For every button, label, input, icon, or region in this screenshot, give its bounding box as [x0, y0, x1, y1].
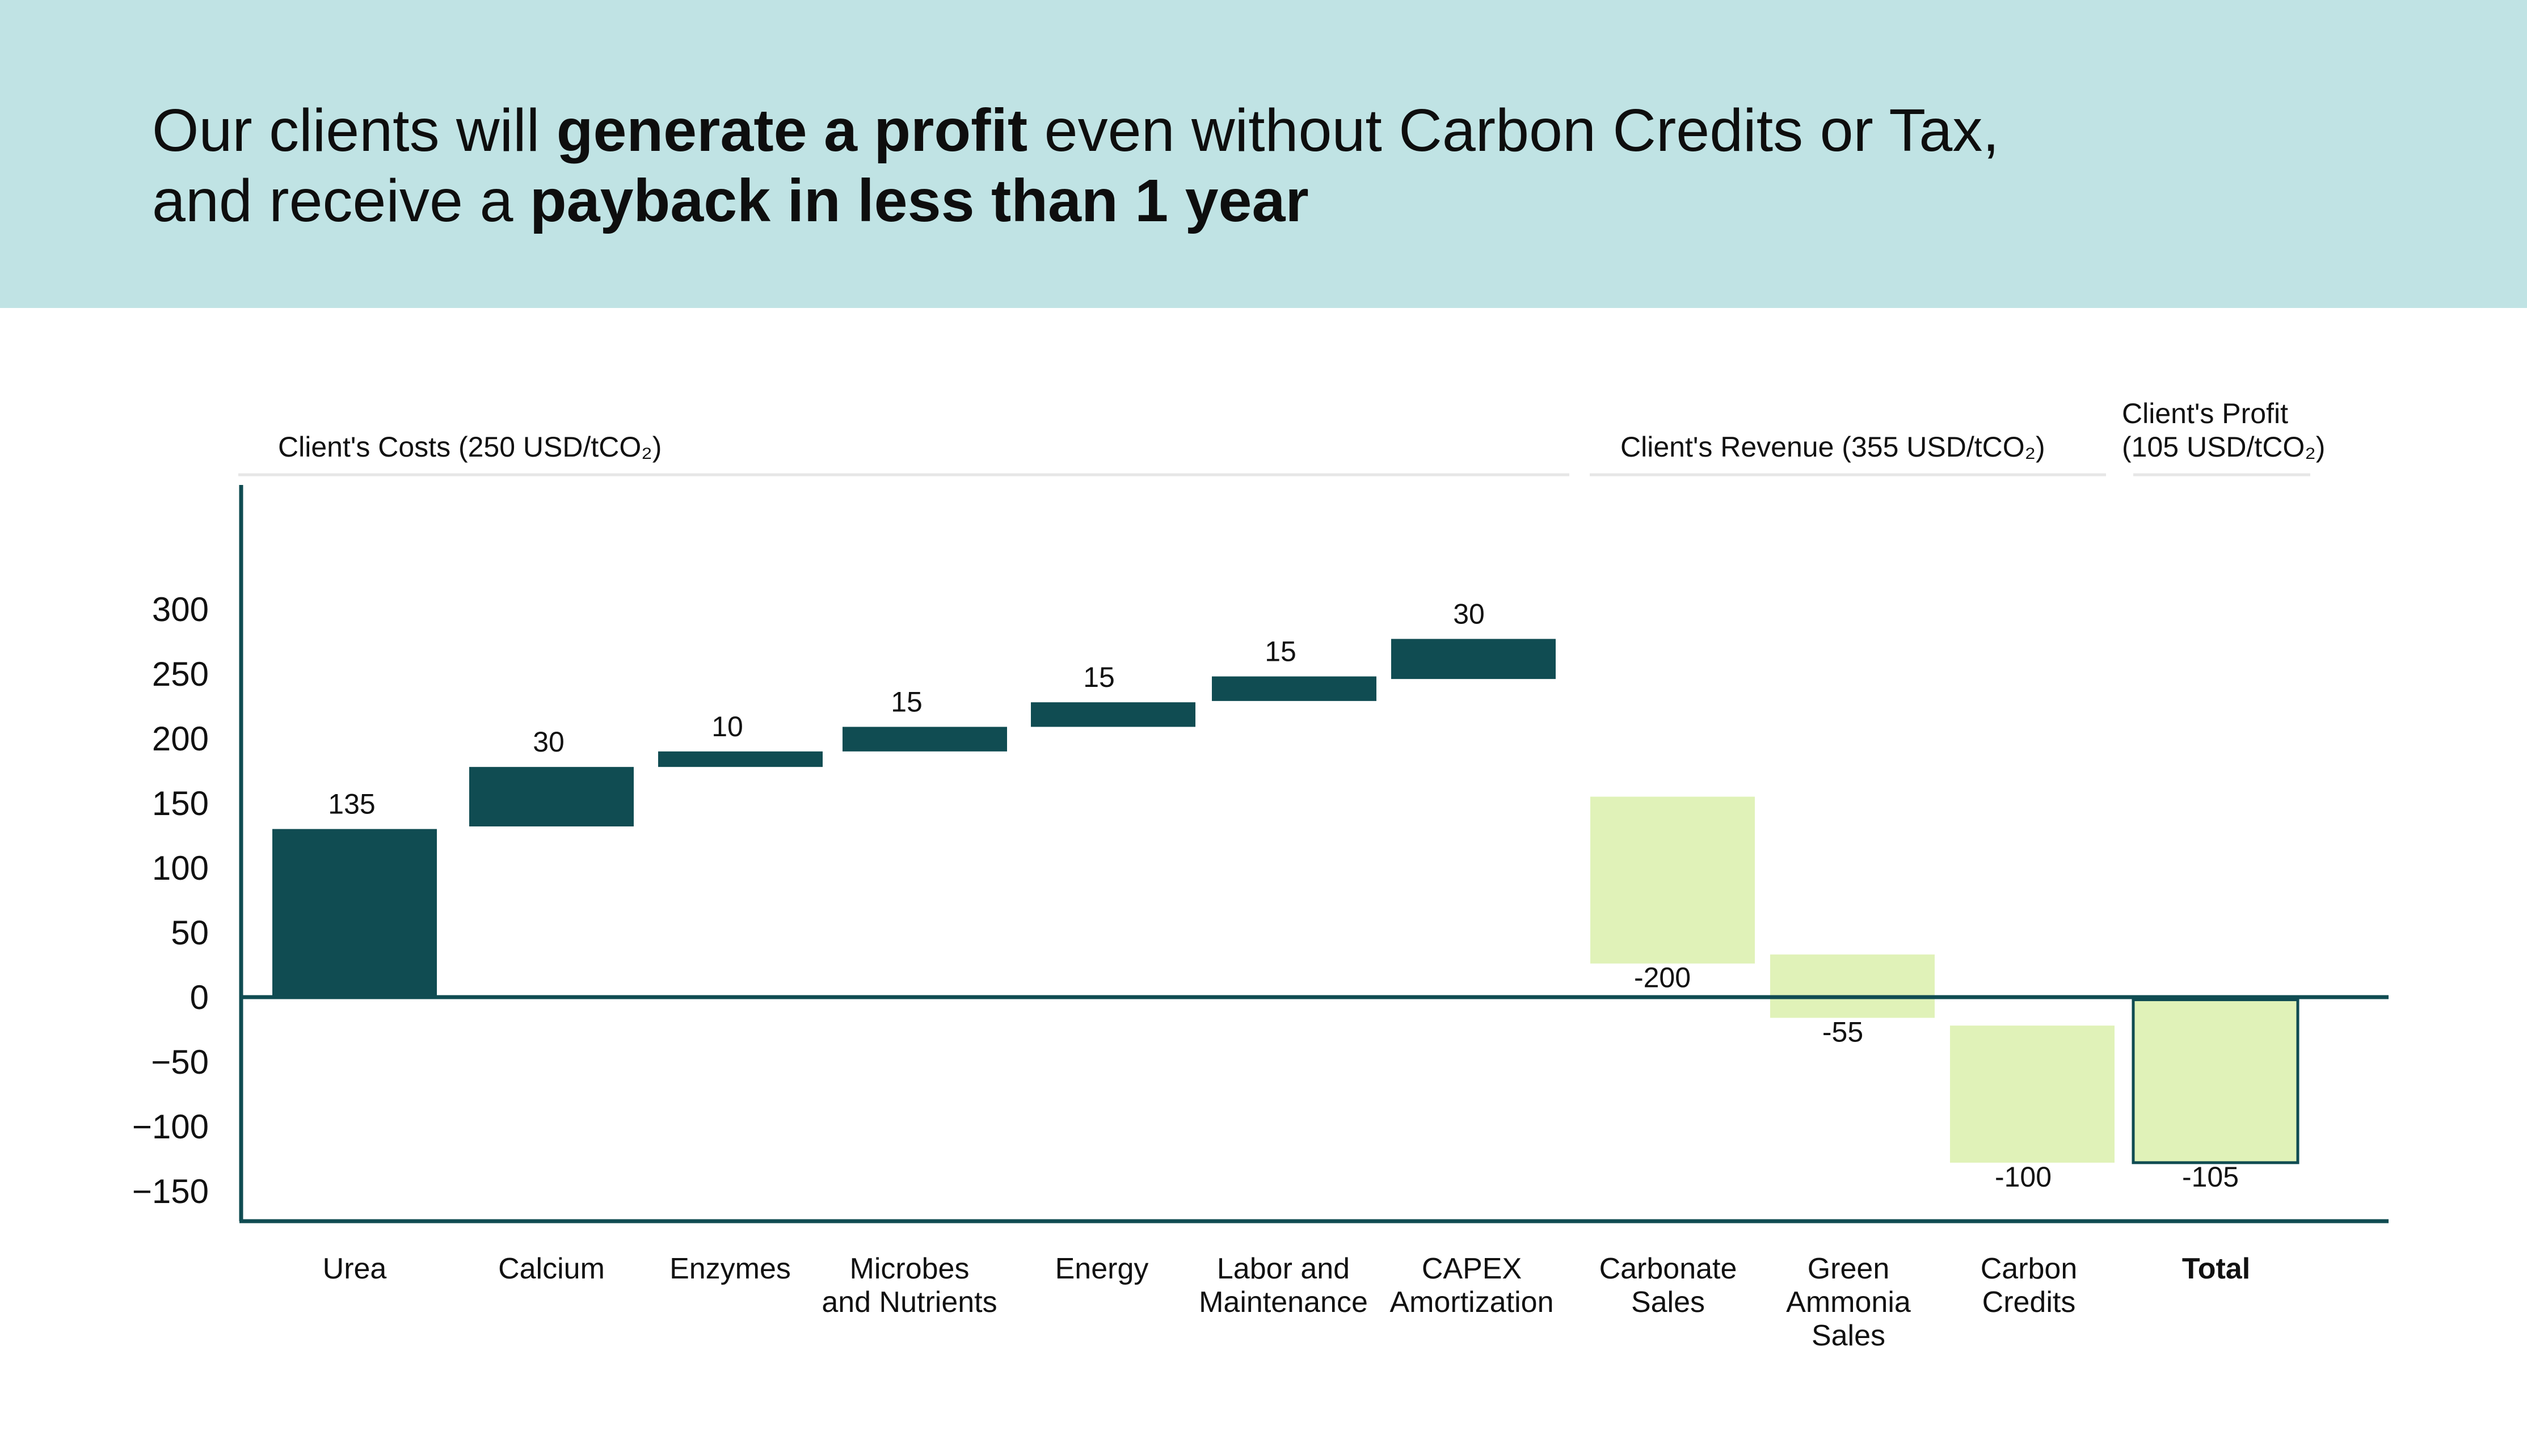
bar-capex-amortization [1391, 639, 1556, 680]
data-label: 30 [1453, 598, 1485, 630]
data-label: 15 [891, 686, 923, 718]
category-label: and Nutrients [822, 1286, 997, 1319]
bar-labor-and-maintenance [1212, 676, 1376, 701]
axes [239, 485, 2389, 1223]
category-label: Ammonia [1786, 1286, 1911, 1319]
category-label: Green [1808, 1252, 1890, 1285]
group-headers: Client's Costs (250 USD/tCO₂) Client's Re… [238, 398, 2325, 476]
category-label: CAPEX [1422, 1252, 1522, 1285]
category-label: Labor and [1217, 1252, 1350, 1285]
category-label: Carbonate [1599, 1252, 1737, 1285]
waterfall-chart: Client's Costs (250 USD/tCO₂) Client's Re… [132, 398, 2389, 1352]
group-label-profit: Client's Profit [2122, 398, 2288, 429]
bar-energy [1031, 702, 1195, 727]
category-label: Total [2182, 1252, 2250, 1285]
y-tick-label: 50 [171, 914, 209, 952]
data-labels: 135 30 10 15 15 15 30 -200 -55 -100 -105 [328, 598, 2239, 1192]
category-label: Amortization [1390, 1286, 1554, 1319]
y-axis-ticks: 300 250 200 150 100 50 0 −50 −100 −150 [132, 590, 209, 1210]
title-line-1: Our clients will generate a profit even … [152, 95, 2421, 166]
y-tick-label: 300 [152, 590, 209, 628]
category-label: Energy [1055, 1252, 1149, 1285]
y-tick-label: 0 [190, 978, 209, 1016]
title-line-1-emphasis: generate a profit [556, 97, 1028, 164]
bar-total [2132, 998, 2299, 1164]
y-tick-label: 200 [152, 720, 209, 758]
category-label: Maintenance [1199, 1286, 1368, 1319]
data-label: 10 [711, 711, 743, 742]
data-label: 15 [1265, 636, 1296, 668]
title-line-1-part: Our clients will [152, 97, 557, 164]
bars [272, 639, 2299, 1164]
y-tick-label: 100 [152, 849, 209, 887]
y-tick-label: −50 [151, 1043, 209, 1081]
group-label-costs: Client's Costs (250 USD/tCO₂) [278, 431, 662, 463]
header-banner: Our clients will generate a profit even … [0, 0, 2527, 308]
category-label: Credits [1982, 1286, 2076, 1319]
group-label-revenue: Client's Revenue (355 USD/tCO₂) [1620, 431, 2045, 463]
bar-green-ammonia-sales [1770, 954, 1935, 1018]
data-label: -105 [2182, 1161, 2239, 1193]
data-label: -55 [1822, 1016, 1863, 1048]
category-label: Calcium [498, 1252, 605, 1285]
category-label: Sales [1812, 1319, 1885, 1352]
bar-calcium [469, 767, 634, 827]
title-line-2-part: and receive a [152, 167, 530, 234]
group-label-profit: (105 USD/tCO₂) [2122, 431, 2325, 463]
category-label: Sales [1631, 1286, 1705, 1319]
y-tick-label: 150 [152, 784, 209, 822]
bar-enzymes [658, 751, 823, 767]
data-label: 135 [328, 788, 375, 820]
title-line-2-emphasis: payback in less than 1 year [529, 167, 1309, 234]
data-label: -100 [1995, 1161, 2052, 1193]
category-label: Urea [323, 1252, 387, 1285]
title-line-2: and receive a payback in less than 1 yea… [152, 166, 2421, 236]
category-label: Microbes [850, 1252, 970, 1285]
y-tick-label: −150 [132, 1172, 209, 1210]
y-tick-label: 250 [152, 655, 209, 693]
data-label: -200 [1634, 962, 1691, 994]
bar-carbon-credits [1950, 1025, 2115, 1163]
page-title: Our clients will generate a profit even … [152, 95, 2421, 236]
category-label: Enzymes [669, 1252, 791, 1285]
title-line-1-part: even without Carbon Credits or Tax, [1027, 97, 1999, 164]
y-tick-label: −100 [132, 1108, 209, 1146]
bar-microbes-and-nutrients [843, 727, 1007, 752]
bar-carbonate-sales [1590, 796, 1755, 964]
category-label: Carbon [1981, 1252, 2078, 1285]
data-label: 15 [1083, 661, 1115, 693]
data-label: 30 [533, 726, 565, 758]
bar-urea [272, 829, 437, 997]
